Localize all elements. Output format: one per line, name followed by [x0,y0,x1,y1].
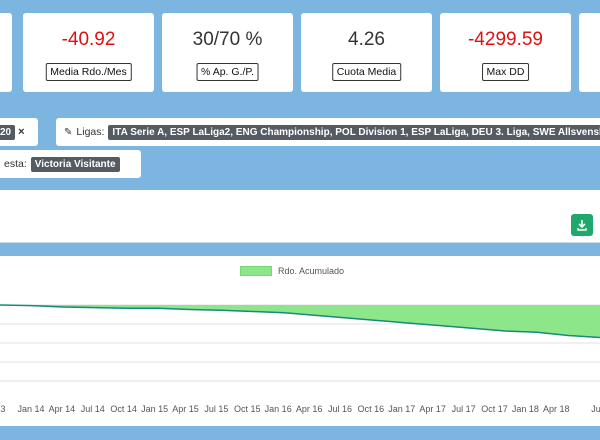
filter-apuesta[interactable]: esta: Victoria Visitante [0,150,141,178]
x-tick-label: Apr 14 [48,404,76,414]
x-tick-label: Jul 14 [80,404,105,414]
x-tick-label: Apr 17 [419,404,446,414]
filter-apuesta-value: Victoria Visitante [30,156,120,172]
filter-ligas[interactable]: ✎ Ligas: ITA Serie A, ESP LaLiga2, ENG C… [56,118,600,146]
stat-card-partial [0,13,12,92]
x-tick-label: Oct 16 [357,404,385,414]
x-tick-label: Jul 17 [451,404,476,414]
download-icon [577,220,587,231]
x-tick-label: Apr 16 [295,404,323,414]
stat-card-cuota-media: 4.26 Cuota Media [301,13,432,92]
x-tick-label: Apr 18 [543,404,570,414]
download-button[interactable] [571,214,593,236]
x-tick-label: 3 [0,404,6,414]
stat-value: 30/70 % [192,29,263,50]
stat-card-ap-gp: 30/70 % % Ap. G./P. [162,13,293,92]
pencil-icon: ✎ [64,126,73,138]
stat-card-media-rdo-mes: -40.92 Media Rdo./Mes [23,13,154,92]
x-tick-label: Jul 16 [327,404,353,414]
stat-value: 4.26 [348,29,385,50]
stat-value: -4299.59 [467,29,543,50]
chart-legend[interactable]: Rdo. Acumulado [240,266,344,276]
filter-chip-partial[interactable]: 20 × [0,118,38,146]
legend-label: Rdo. Acumulado [278,266,345,276]
stats-row: -40.92 Media Rdo./Mes 30/70 % % Ap. G./P… [0,0,600,100]
x-tick-label: Oct 15 [234,404,261,414]
stat-label: Max DD [481,63,530,81]
x-tick-label: Ju [591,404,600,414]
stat-label: Media Rdo./Mes [45,63,132,81]
chart-plot [0,304,600,382]
x-tick-label: Jan 17 [388,404,416,414]
series-line [0,304,600,339]
filter-ligas-label: Ligas: [76,126,105,138]
chart-panel: Rdo. Acumulado 3 Jan 14 Apr 14 Jul 14 Oct 14… [0,256,600,426]
series-area [0,305,600,338]
x-tick-label: Jan 16 [264,404,292,414]
chart-toolbar [0,190,600,243]
filter-apuesta-label: esta: [4,158,27,170]
x-tick-label: Oct 17 [481,404,508,414]
remove-filter-icon[interactable]: × [18,126,25,138]
filter-ligas-value: ITA Serie A, ESP LaLiga2, ENG Championsh… [108,124,600,140]
bottom-band [0,426,600,440]
x-tick-label: Jul 15 [204,404,229,414]
stat-label: Cuota Media [331,63,402,81]
legend-swatch [240,266,272,276]
stat-label: % Ap. G./P. [196,63,259,81]
x-tick-label: Oct 14 [110,404,137,414]
x-tick-label: Jan 15 [141,404,169,414]
x-tick-label: Jan 18 [511,404,539,414]
filter-tag: 20 [0,124,16,140]
x-tick-label: Apr 15 [172,404,199,414]
stat-value: -40.92 [61,29,116,50]
x-tick-label: Jan 14 [17,404,45,414]
stat-card-max-dd: -4299.59 Max DD [440,13,571,92]
stat-card-partial-right [579,13,600,92]
